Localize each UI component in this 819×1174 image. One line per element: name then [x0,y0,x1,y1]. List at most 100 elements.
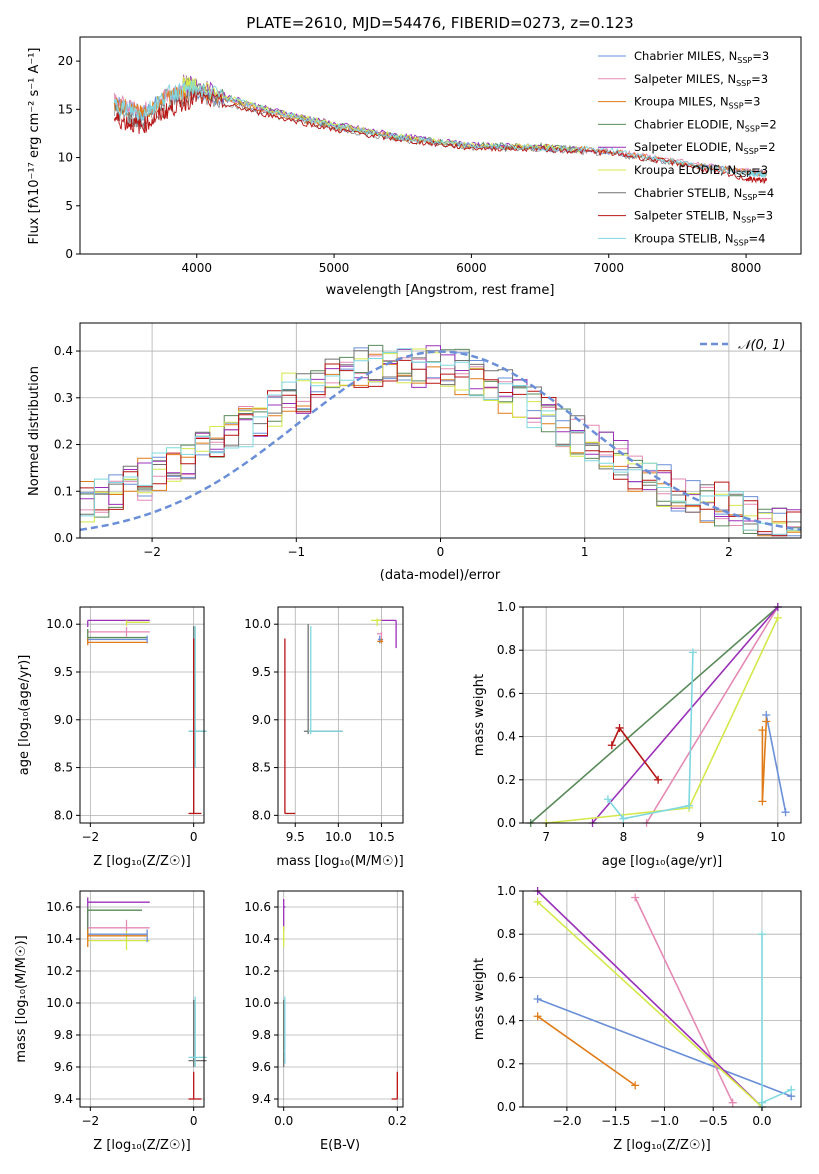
y-tick-label: 0.4 [497,730,516,744]
y-tick-label: 0.2 [497,773,516,787]
y-tick-label: 10.2 [244,964,271,978]
y-tick-label: 9.6 [252,1060,271,1074]
y-tick-label: 20 [58,54,73,68]
mass-vs-ebv-panel: 0.0 0.2 9.4 9.6 9.8 10.0 10.2 10.4 10.6 E(B-V) [244,890,407,1153]
weight-line [765,714,787,813]
weight-marker [773,613,782,622]
x-tick-label: 8 [620,830,628,844]
x-tick-label: 0 [190,1114,198,1128]
x-tick-label: −1.5 [601,1114,630,1128]
weight-line [530,606,779,824]
y-tick-label: 10.0 [46,996,73,1010]
residual-xlabel: (data-model)/error [380,568,501,583]
weight-line [645,606,779,824]
x-tick-label: −2 [81,830,99,844]
y-tick-label: 9.5 [252,665,271,679]
y-tick-label: 0.0 [497,1100,516,1114]
weight-line [537,890,763,1108]
y-tick-label: 1.0 [497,884,516,898]
legend-sub: SSP [736,79,751,88]
legend-sub: SSP [744,147,759,156]
x-tick-label: 7000 [593,261,624,275]
weight-line [537,998,792,1097]
age-vs-metallicity-panel: −2 0 8.0 8.5 9.0 9.5 10.0 Z [log₁₀(Z/Z☉)] age … [17,606,207,869]
y-tick-label: 15 [58,102,73,116]
weight-marker [631,893,640,902]
weight-line [761,1088,792,1104]
weight-marker [533,1012,542,1021]
weight-marker [619,814,628,823]
y-tick-label: 0.1 [54,484,73,498]
y-tick-label: 0.6 [497,970,516,984]
mw-z-xlabel: Z [log₁₀(Z/Z☉)] [613,1138,710,1153]
y-tick-label: 9.0 [54,713,73,727]
age-mass-frame [277,606,404,824]
mass-vs-metallicity-panel: −2 0 9.4 9.6 9.8 10.0 10.2 10.4 10.6 Z [log₁₀(Z/… [14,890,207,1153]
weight-line [634,897,734,1104]
mw-age-xlabel: age [log₁₀(age/yr)] [602,854,723,869]
y-tick-label: 10.4 [46,932,73,946]
legend-sub: SSP [737,56,752,65]
legend-label: Chabrier STELIB, NSSP=4 [634,186,774,202]
legend-value: =3 [756,209,773,223]
legend-value: =2 [760,117,777,131]
x-tick-label: −0.5 [699,1114,728,1128]
legend-label: Salpeter MILES, NSSP=3 [634,72,768,88]
weight-line [591,606,779,824]
y-tick-label: 10.2 [46,964,73,978]
weight-marker [685,801,694,810]
y-tick-label: 9.4 [54,1092,73,1106]
x-tick-label: 9.5 [286,830,305,844]
legend-sub: SSP [734,238,749,247]
legend-label: Chabrier ELODIE, NSSP=2 [634,117,777,133]
y-tick-label: 0.2 [497,1057,516,1071]
legend-value: =2 [759,140,776,154]
spectrum-ylabel: Flux [fλ10⁻¹⁷ erg cm⁻² s⁻¹ A⁻¹] [27,48,42,245]
weight-marker [607,741,616,750]
weight-marker [757,930,766,939]
weight-marker [615,723,624,732]
y-tick-label: 9.0 [252,713,271,727]
residual-ylabel: Normed distribution [27,366,42,496]
y-tick-label: 10.4 [244,932,271,946]
x-tick-label: 10 [770,830,785,844]
spectrum-line [113,90,768,185]
legend-sub: SSP [741,216,756,225]
x-tick-label: 0.2 [388,1114,407,1128]
legend-value: =4 [749,231,766,245]
mw-z-ylabel: mass weight [472,958,487,1040]
age-z-frame [79,606,205,824]
y-tick-label: 9.6 [54,1060,73,1074]
weight-line [537,1015,636,1087]
weight-marker [758,726,767,735]
x-tick-label: 9 [697,830,705,844]
legend-label: Kroupa ELODIE, NSSP=3 [634,163,768,179]
x-tick-label: 7 [542,830,550,844]
y-tick-label: 10.0 [244,617,271,631]
spectrum-line [182,77,582,153]
mw-z-frame [522,890,802,1108]
x-tick-label: −1.0 [650,1114,679,1128]
legend-label: Kroupa MILES, NSSP=3 [634,95,760,111]
x-tick-label: 0 [437,545,445,559]
normal-curve [79,350,802,532]
mw-age-frame [522,606,802,824]
weight-marker [757,1098,766,1107]
legend-label: Salpeter ELODIE, NSSP=2 [634,140,776,156]
weight-marker [758,797,767,806]
massweight-vs-metallicity-panel: −2.0 −1.5 −1.0 −0.5 0.0 0.0 0.2 0.4 0.6 0.8 1.0 Z … [472,884,802,1153]
spectrum-title: PLATE=2610, MJD=54476, FIBERID=0273, z=0… [246,14,633,32]
legend-value: =3 [751,72,768,86]
y-tick-label: 9.8 [252,1028,271,1042]
y-tick-label: 0.8 [497,927,516,941]
x-tick-label: −2.0 [552,1114,581,1128]
y-tick-label: 0.3 [54,391,73,405]
y-tick-label: 0 [65,247,73,261]
weight-marker [654,775,663,784]
histogram-step [80,348,801,535]
spectrum-xlabel: wavelength [Angstrom, rest frame] [326,283,555,298]
x-tick-label: 10.0 [325,830,352,844]
x-tick-label: 10.5 [368,830,395,844]
